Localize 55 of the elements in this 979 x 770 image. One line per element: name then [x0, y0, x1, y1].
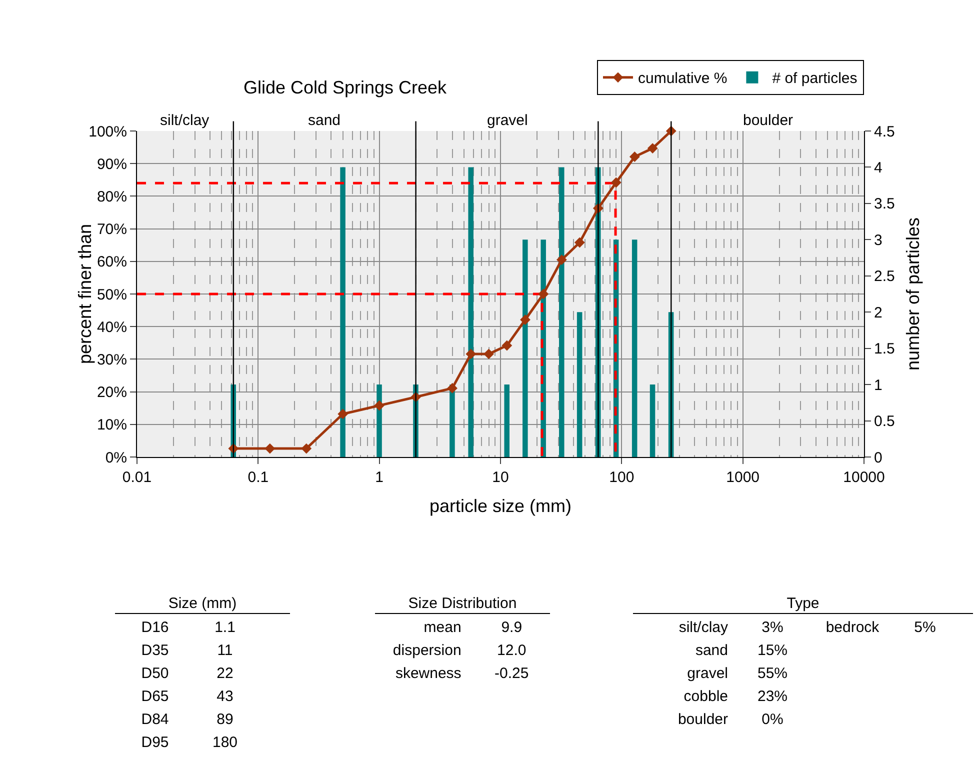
text: dispersion 12.0: [392, 642, 526, 659]
text: Size (mm): [115, 595, 290, 614]
text: sand: [308, 112, 341, 129]
y-tick-label: 80%: [96, 188, 127, 206]
y-tick-label: 30%: [96, 351, 127, 368]
text: gravel: [487, 112, 528, 129]
text: D50 22: [141, 665, 234, 682]
y2-tick-label: 4.5: [874, 123, 895, 140]
y-tick-label: 40%: [96, 318, 127, 336]
text: mean 9.9: [424, 619, 522, 636]
x-tick-label: 1000: [726, 469, 760, 486]
chart-title: Glide Cold Springs Creek: [243, 77, 448, 98]
y-tick-label: 50%: [96, 286, 127, 304]
x-tick-label: 100: [609, 469, 634, 486]
text: D95 180: [141, 734, 238, 751]
text: Size Distribution: [375, 595, 550, 614]
text: boulder: [743, 112, 794, 129]
text: D35 11: [141, 642, 233, 659]
y2-axis-title: number of particles: [903, 217, 923, 371]
x-tick-label: 10000: [843, 469, 885, 486]
y-tick-label: 100%: [88, 123, 127, 140]
legend-label: cumulative %: [638, 70, 728, 88]
text: D84 89: [141, 711, 234, 728]
y2-tick-label: 0.5: [874, 413, 895, 430]
text: boulder 0%: [678, 711, 784, 728]
text: D65 43: [141, 688, 234, 705]
y-tick-label: 20%: [96, 384, 127, 402]
y2-tick-label: 1.5: [874, 340, 895, 358]
text: gravel 55%: [687, 665, 788, 682]
text: silt/clay 3% bedrock 5%: [678, 619, 936, 636]
text: sand 15%: [695, 642, 788, 659]
y-tick-label: 60%: [96, 254, 127, 271]
text: Type: [633, 595, 973, 614]
x-tick-label: 0.01: [122, 469, 152, 486]
text: skewness -0.25: [395, 665, 529, 682]
y2-tick-label: 3.5: [874, 196, 895, 213]
text: D16 1.1: [141, 619, 236, 636]
y2-tick-label: 0: [874, 449, 882, 466]
y2-tick-label: 1: [874, 376, 882, 394]
y2-tick-label: 3: [874, 232, 882, 249]
y-tick-label: 90%: [96, 156, 127, 173]
y2-tick-label: 4: [874, 159, 882, 176]
y-tick-label: 0%: [105, 449, 127, 466]
x-axis-title: particle size (mm): [429, 496, 572, 516]
x-tick-label: 10: [492, 469, 509, 486]
text: cobble 23%: [684, 688, 788, 705]
y-tick-label: 10%: [96, 416, 127, 434]
y2-tick-label: 2.5: [874, 268, 895, 286]
text: silt/clay: [160, 112, 210, 129]
x-tick-label: 1: [375, 469, 384, 486]
legend-label: # of particles: [772, 70, 858, 88]
x-tick-label: 0.1: [248, 469, 269, 486]
y-axis-title: percent finer than: [74, 224, 95, 364]
y2-tick-label: 2: [874, 304, 882, 322]
y-tick-label: 70%: [96, 221, 127, 238]
